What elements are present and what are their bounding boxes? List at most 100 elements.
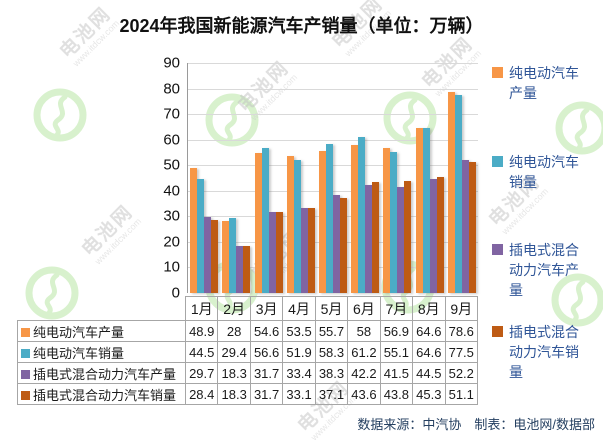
gridline xyxy=(188,139,478,141)
bar xyxy=(365,185,373,293)
table-value-cell: 78.6 xyxy=(444,320,478,342)
table-blank-cell xyxy=(18,297,186,321)
chart-data-table: 1月 2月 3月 4月 5月 6月 7月 8月 9月 纯电动汽车产量 48.9 28 54.6 53.5 5… xyxy=(17,296,478,405)
bar-group-3月 xyxy=(252,63,284,293)
y-axis-tick-label: 20 xyxy=(163,233,180,251)
bar xyxy=(404,181,412,293)
table-value-cell: 77.5 xyxy=(444,341,478,363)
bar xyxy=(415,127,423,293)
bar xyxy=(422,127,430,293)
table-value-cell: 52.2 xyxy=(444,362,478,384)
y-axis-tick-label: 30 xyxy=(163,207,180,225)
table-value-cell: 44.5 xyxy=(184,341,219,363)
table-value-cell: 33.4 xyxy=(282,362,316,384)
table-month-header: 1月 xyxy=(184,296,219,321)
table-value-cell: 31.7 xyxy=(249,383,284,405)
legend-item: 插电式混合动力汽车产量 xyxy=(492,240,583,300)
bar xyxy=(383,147,391,293)
legend-label: 插电式混合动力汽车销量 xyxy=(509,324,579,380)
bar xyxy=(254,153,262,293)
legend-marker-icon xyxy=(492,156,503,167)
bar xyxy=(351,144,359,293)
battery-net-logo-watermark-icon xyxy=(31,86,89,149)
bar-group-1月 xyxy=(188,63,220,293)
bar xyxy=(307,208,315,293)
legend-label: 插电式混合动力汽车产量 xyxy=(509,242,579,298)
table-value-cell: 64.6 xyxy=(412,341,446,363)
table-value-cell: 18.3 xyxy=(217,383,251,405)
bar xyxy=(261,148,269,293)
bar xyxy=(339,198,347,293)
table-month-header: 4月 xyxy=(282,296,316,321)
table-header-row: 1月 2月 3月 4月 5月 6月 7月 8月 9月 xyxy=(18,296,478,321)
table-month-header: 2月 xyxy=(217,296,251,321)
bar xyxy=(229,217,237,293)
bar xyxy=(454,94,462,293)
table-row: 纯电动汽车销量 44.5 29.4 56.6 51.9 58.3 61.2 55.1 64.6 7… xyxy=(17,341,478,363)
table-value-cell: 48.9 xyxy=(184,320,219,342)
y-axis-tick-label: 80 xyxy=(163,80,180,98)
table-value-cell: 31.7 xyxy=(249,362,284,384)
series-marker-icon xyxy=(21,327,30,337)
y-axis-tick-label: 50 xyxy=(163,156,180,174)
table-value-cell: 29.7 xyxy=(184,362,219,384)
table-row-label: 插电式混合动力汽车产量 xyxy=(17,362,186,384)
table-value-cell: 61.2 xyxy=(347,341,381,363)
table-value-cell: 29.4 xyxy=(217,341,251,363)
y-axis-tick-label: 60 xyxy=(163,131,180,149)
table-value-cell: 42.2 xyxy=(347,362,381,384)
bar xyxy=(397,186,405,293)
bar xyxy=(275,212,283,293)
table-value-cell: 58.3 xyxy=(314,341,349,363)
table-value-cell: 28 xyxy=(217,320,251,342)
bar xyxy=(390,152,398,293)
y-axis-tick-label: 90 xyxy=(163,54,180,72)
table-row-label: 插电式混合动力汽车销量 xyxy=(17,383,186,405)
source-note: 数据来源：中汽协 制表：电池网/数据部 xyxy=(357,417,595,432)
bar xyxy=(293,160,301,293)
legend-marker-icon xyxy=(492,326,503,337)
bar-group-8月 xyxy=(414,63,446,293)
table-month-header: 7月 xyxy=(379,296,414,321)
y-axis-tick-label: 0 xyxy=(171,284,180,302)
table-value-cell: 41.5 xyxy=(379,362,414,384)
gridline xyxy=(188,63,478,64)
table-month-header: 6月 xyxy=(347,296,381,321)
table-value-cell: 56.6 xyxy=(249,341,284,363)
bar-group-9月 xyxy=(446,63,478,293)
bar xyxy=(372,181,380,293)
y-axis-tick-label: 40 xyxy=(163,182,180,200)
bar xyxy=(268,212,276,293)
table-row: 纯电动汽车产量 48.9 28 54.6 53.5 55.7 58 56.9 64.6 78.6 xyxy=(17,320,478,342)
bar xyxy=(243,246,251,293)
table-value-cell: 18.3 xyxy=(217,362,251,384)
table-value-cell: 45.3 xyxy=(412,383,446,405)
bar xyxy=(436,177,444,293)
table-value-cell: 44.5 xyxy=(412,362,446,384)
bar xyxy=(318,150,326,293)
bar-group-6月 xyxy=(349,63,381,293)
table-value-cell: 51.1 xyxy=(444,383,478,405)
bar-group-7月 xyxy=(381,63,413,293)
gridline xyxy=(188,88,478,90)
series-marker-icon xyxy=(21,369,30,379)
series-marker-icon xyxy=(21,348,30,358)
plot-area xyxy=(187,63,478,293)
bar-group-4月 xyxy=(285,63,317,293)
legend-marker-icon xyxy=(492,244,503,255)
table-value-cell: 64.6 xyxy=(412,320,446,342)
legend-label: 纯电动汽车销量 xyxy=(509,154,579,190)
table-value-cell: 43.6 xyxy=(347,383,381,405)
bar xyxy=(461,159,469,293)
legend-label: 纯电动汽车产量 xyxy=(509,65,579,101)
bar xyxy=(197,179,205,293)
chart-legend: 纯电动汽车产量 纯电动汽车销量插电式混合动力汽车产量 插电式混合动力汽车销量 xyxy=(492,58,602,403)
legend-item: 纯电动汽车产量 xyxy=(492,63,583,103)
table-value-cell: 38.3 xyxy=(314,362,349,384)
table-row-label: 纯电动汽车产量 xyxy=(17,320,186,342)
bar xyxy=(190,168,198,293)
table-value-cell: 37.1 xyxy=(314,383,349,405)
table-value-cell: 43.8 xyxy=(379,383,414,405)
